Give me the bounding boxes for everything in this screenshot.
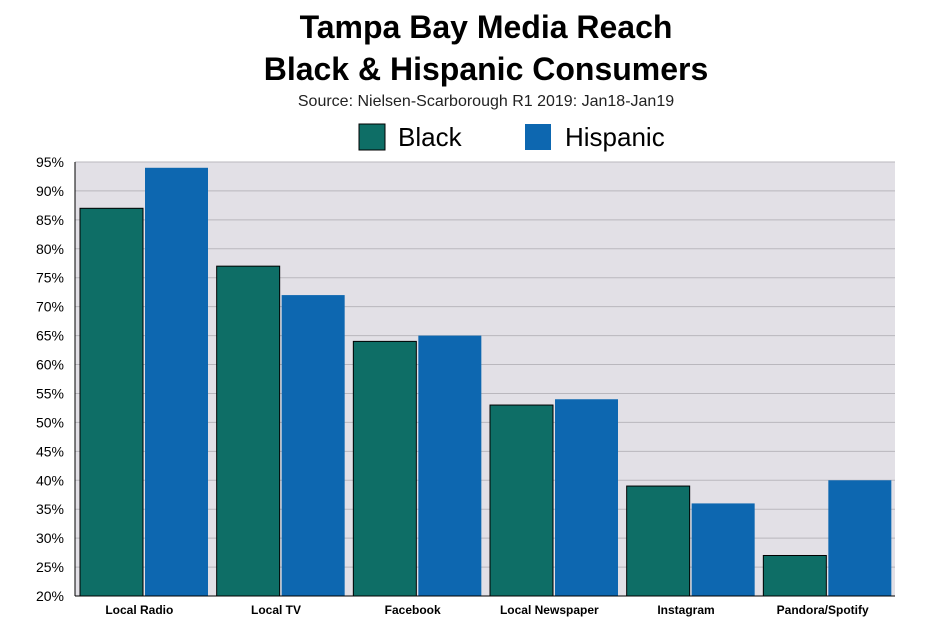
y-tick-label: 90%: [36, 183, 64, 199]
y-tick-label: 70%: [36, 299, 64, 315]
y-tick-label: 45%: [36, 443, 64, 459]
y-tick-label: 80%: [36, 241, 64, 257]
y-tick-label: 75%: [36, 270, 64, 286]
y-tick-label: 30%: [36, 530, 64, 546]
y-tick-label: 95%: [36, 154, 64, 170]
legend: Black Hispanic: [358, 122, 665, 152]
y-tick-label: 40%: [36, 472, 64, 488]
y-tick-label: 55%: [36, 385, 64, 401]
legend-label-black: Black: [398, 122, 463, 152]
x-category-label: Local Radio: [105, 603, 173, 617]
x-category-label: Pandora/Spotify: [777, 603, 869, 617]
chart-title: Tampa Bay Media Reach: [300, 9, 673, 45]
bar-black-facebook: [352, 340, 417, 597]
x-category-label: Local TV: [251, 603, 301, 617]
chart-subtitle: Source: Nielsen-Scarborough R1 2019: Jan…: [298, 93, 674, 110]
y-tick-label: 50%: [36, 414, 64, 430]
y-tick-label: 65%: [36, 328, 64, 344]
y-axis-ticks: 20% 25% 30% 35% 40% 45% 50% 55% 60% 65% 70% 75% 80% 8…: [36, 154, 64, 604]
chart-title-line2: Black & Hispanic Consumers: [264, 51, 709, 87]
y-tick-label: 20%: [36, 588, 64, 604]
y-tick-label: 25%: [36, 559, 64, 575]
bar-black-instagram: [626, 485, 691, 597]
x-axis-labels: Local Radio Local TV Facebook Local Newspap…: [105, 603, 869, 617]
x-category-label: Instagram: [657, 603, 714, 617]
bar-hispanic-local-tv: [281, 295, 345, 596]
bar-hispanic-pandora-spotify: [828, 480, 892, 596]
x-category-label: Facebook: [385, 603, 441, 617]
bar-black-pandora-spotify: [762, 554, 827, 597]
y-tick-label: 85%: [36, 212, 64, 228]
legend-swatch-hispanic: [525, 124, 551, 150]
bar-black-local-tv: [216, 265, 281, 597]
plot-area: [75, 162, 895, 596]
x-category-label: Local Newspaper: [500, 603, 599, 617]
gridlines: [75, 161, 895, 568]
bar-hispanic-instagram: [691, 503, 755, 596]
bar-hispanic-facebook: [418, 335, 482, 596]
legend-swatch-black: [358, 123, 386, 151]
legend-label-hispanic: Hispanic: [565, 122, 665, 152]
y-tick-label: 35%: [36, 501, 64, 517]
bar-black-local-newspaper: [489, 404, 554, 597]
bar-hispanic-local-newspaper: [555, 399, 618, 596]
bar-hispanic-local-radio: [145, 167, 208, 596]
bar-black-local-radio: [79, 207, 144, 597]
y-tick-label: 60%: [36, 357, 64, 373]
bars: [79, 167, 892, 597]
